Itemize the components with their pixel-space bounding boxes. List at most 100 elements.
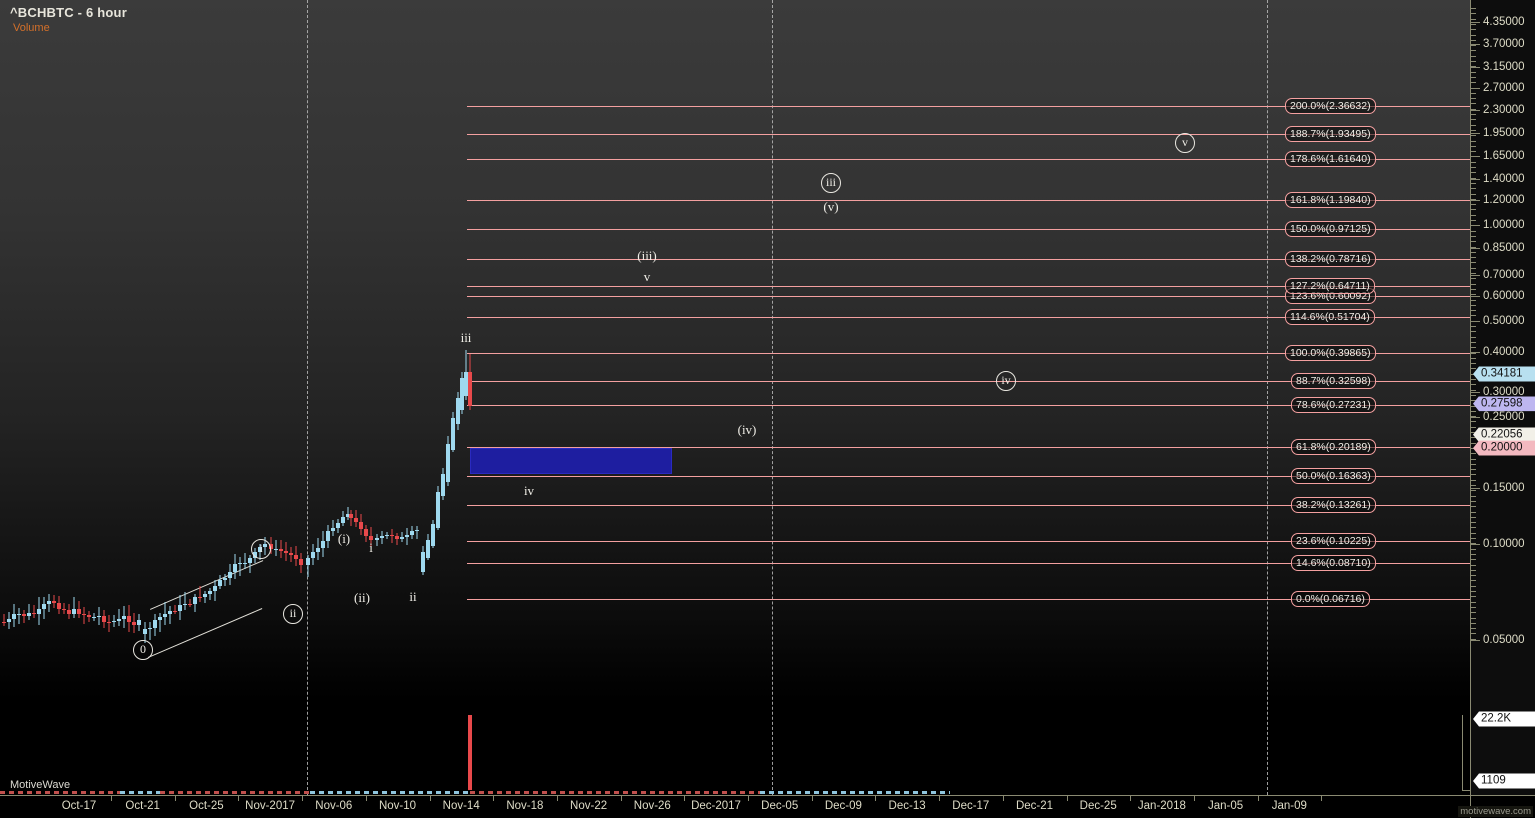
wave-label-iv[interactable]: iv bbox=[996, 371, 1016, 391]
candlestick[interactable] bbox=[243, 553, 247, 569]
wave-label-i[interactable]: i bbox=[251, 539, 271, 559]
candlestick[interactable] bbox=[178, 595, 182, 621]
candlestick[interactable] bbox=[173, 604, 177, 615]
fib-level-line[interactable] bbox=[467, 258, 1470, 260]
scrollbar-segment[interactable] bbox=[120, 791, 160, 794]
candlestick[interactable] bbox=[238, 557, 242, 576]
fib-level-label[interactable]: 161.8%(1.19840) bbox=[1285, 192, 1376, 209]
candlestick[interactable] bbox=[102, 610, 106, 629]
fib-level-label[interactable]: 0.0%(0.06716) bbox=[1291, 591, 1370, 608]
wave-label-iv[interactable]: iv bbox=[523, 483, 535, 498]
candlestick[interactable] bbox=[117, 608, 121, 626]
candlestick[interactable] bbox=[72, 597, 76, 619]
candlestick[interactable] bbox=[274, 540, 278, 556]
candlestick[interactable] bbox=[218, 575, 222, 589]
candlestick[interactable] bbox=[410, 525, 414, 540]
wave-label-i[interactable]: (i) bbox=[337, 531, 351, 546]
candlestick[interactable] bbox=[421, 546, 425, 575]
fib-level-label[interactable]: 127.2%(0.64711) bbox=[1285, 277, 1375, 294]
candlestick[interactable] bbox=[87, 610, 91, 622]
price-marker[interactable]: 0.27598 bbox=[1473, 396, 1535, 412]
candlestick[interactable] bbox=[107, 614, 111, 632]
candlestick[interactable] bbox=[436, 486, 440, 530]
candlestick[interactable] bbox=[464, 350, 468, 400]
candlestick[interactable] bbox=[158, 613, 162, 633]
wave-label-v[interactable]: v bbox=[1175, 133, 1195, 153]
fib-level-label[interactable]: 23.6%(0.10225) bbox=[1291, 533, 1376, 549]
wave-label-v[interactable]: v bbox=[643, 269, 651, 284]
candlestick[interactable] bbox=[148, 622, 152, 641]
price-marker[interactable]: 0.22056 bbox=[1473, 427, 1535, 443]
candlestick[interactable] bbox=[289, 547, 293, 563]
fib-level-label[interactable]: 200.0%(2.36632) bbox=[1285, 98, 1376, 115]
candlestick[interactable] bbox=[385, 531, 389, 540]
candlestick[interactable] bbox=[97, 606, 101, 625]
candlestick[interactable] bbox=[168, 606, 172, 624]
wave-label-ii[interactable]: (ii) bbox=[354, 590, 370, 605]
candlestick[interactable] bbox=[468, 354, 472, 410]
fib-level-line[interactable] bbox=[467, 134, 1470, 136]
fib-level-label[interactable]: 61.8%(0.20189) bbox=[1291, 438, 1376, 455]
candlestick[interactable] bbox=[132, 613, 136, 633]
scrollbar-segment[interactable] bbox=[160, 791, 310, 794]
fib-level-label[interactable]: 100.0%(0.39865) bbox=[1285, 344, 1376, 361]
candlestick[interactable] bbox=[198, 585, 202, 602]
candlestick[interactable] bbox=[311, 544, 315, 565]
candlestick[interactable] bbox=[213, 579, 217, 602]
candlestick[interactable] bbox=[137, 613, 141, 631]
candlestick[interactable] bbox=[163, 601, 167, 626]
fib-level-line[interactable] bbox=[467, 295, 1470, 297]
candlestick[interactable] bbox=[82, 606, 86, 625]
candlestick[interactable] bbox=[42, 597, 46, 620]
candlestick[interactable] bbox=[326, 525, 330, 549]
candlestick[interactable] bbox=[52, 595, 56, 608]
price-axis[interactable]: 4.35000 3.70000 3.15000 2.70000 2.30000 1.950… bbox=[1470, 0, 1535, 795]
wave-label-0[interactable]: 0 bbox=[133, 640, 153, 660]
fib-level-line[interactable] bbox=[467, 446, 1470, 448]
candlestick[interactable] bbox=[67, 603, 71, 620]
candlestick[interactable] bbox=[193, 593, 197, 612]
price-pane[interactable] bbox=[0, 0, 1470, 700]
volume-marker[interactable]: 22.2K bbox=[1473, 711, 1535, 727]
candlestick[interactable] bbox=[2, 613, 6, 627]
wave-label-i[interactable]: i bbox=[369, 540, 373, 555]
candlestick[interactable] bbox=[122, 606, 126, 629]
candlestick[interactable] bbox=[208, 587, 212, 601]
candlestick[interactable] bbox=[47, 594, 51, 612]
scrollbar-segment[interactable] bbox=[760, 791, 950, 794]
candlestick[interactable] bbox=[369, 526, 373, 549]
candlestick[interactable] bbox=[460, 372, 464, 414]
candlestick[interactable] bbox=[299, 552, 303, 574]
selection-box[interactable] bbox=[470, 448, 672, 474]
candlestick[interactable] bbox=[37, 597, 41, 625]
fib-level-line[interactable] bbox=[467, 316, 1470, 318]
candlestick[interactable] bbox=[57, 596, 61, 615]
fib-level-line[interactable] bbox=[467, 599, 1470, 601]
fib-level-line[interactable] bbox=[467, 541, 1470, 542]
candlestick[interactable] bbox=[405, 527, 409, 546]
wave-label-iii[interactable]: iii bbox=[821, 173, 841, 193]
candlestick[interactable] bbox=[456, 392, 460, 430]
candlestick[interactable] bbox=[188, 599, 192, 608]
time-axis[interactable]: Oct-17 Oct-21 Oct-25 Nov-2017 Nov-06 Nov-10 No… bbox=[0, 795, 1470, 818]
scrollbar-segment[interactable] bbox=[310, 791, 470, 794]
candlestick[interactable] bbox=[364, 524, 368, 542]
candlestick[interactable] bbox=[346, 506, 350, 521]
candlestick[interactable] bbox=[62, 603, 66, 615]
fib-level-label[interactable]: 114.6%(0.51704) bbox=[1285, 308, 1375, 325]
fib-level-line[interactable] bbox=[467, 200, 1470, 202]
candlestick[interactable] bbox=[27, 603, 31, 621]
fib-level-label[interactable]: 50.0%(0.16363) bbox=[1291, 467, 1376, 484]
scrollbar-segment[interactable] bbox=[470, 791, 760, 794]
candlestick[interactable] bbox=[400, 532, 404, 543]
candlestick[interactable] bbox=[316, 538, 320, 560]
candlestick[interactable] bbox=[395, 532, 399, 545]
candlestick[interactable] bbox=[390, 529, 394, 543]
scrollbar-segment[interactable] bbox=[0, 791, 120, 794]
candlestick[interactable] bbox=[375, 533, 379, 547]
candlestick[interactable] bbox=[12, 603, 16, 627]
candlestick[interactable] bbox=[426, 534, 430, 560]
price-marker[interactable]: 0.20000 bbox=[1473, 440, 1535, 456]
fib-level-line[interactable] bbox=[467, 505, 1470, 507]
candlestick[interactable] bbox=[248, 554, 252, 574]
